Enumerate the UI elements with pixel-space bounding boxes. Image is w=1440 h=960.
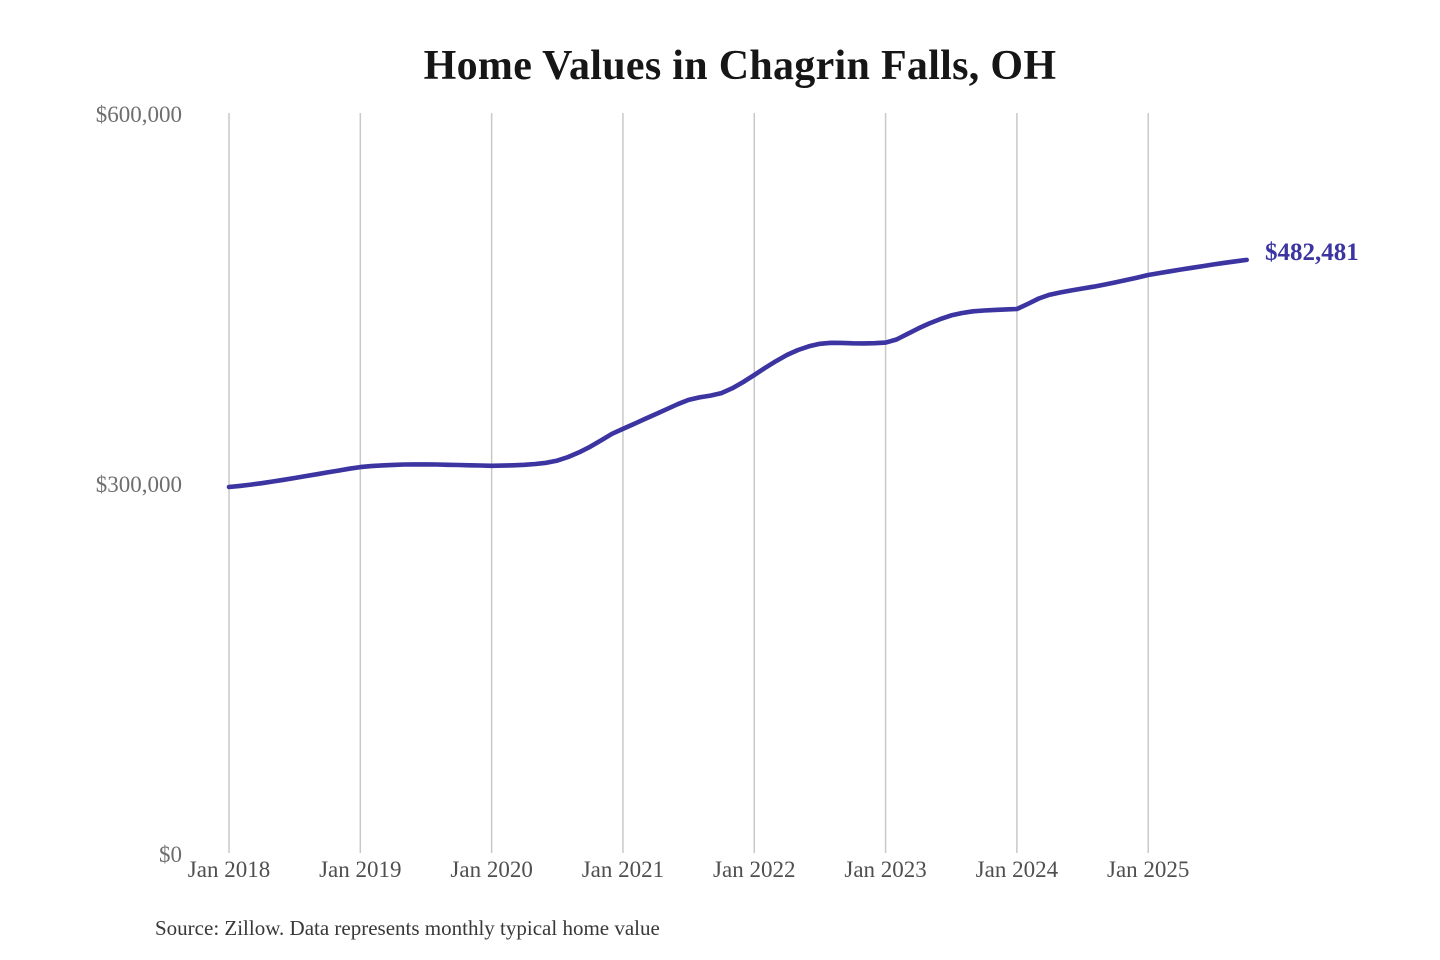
x-axis-tick-label: Jan 2023 — [844, 857, 927, 882]
home-value-line — [226, 257, 1249, 490]
chart-title: Home Values in Chagrin Falls, OH — [423, 43, 1057, 89]
x-axis-tick-label: Jan 2020 — [450, 857, 533, 882]
x-axis-tick-label: Jan 2022 — [713, 857, 796, 882]
x-axis-tick-label: Jan 2025 — [1106, 857, 1190, 882]
x-axis-tick-label: Jan 2018 — [187, 857, 271, 882]
y-axis-tick-label-600k: $600,000 — [95, 102, 182, 127]
x-axis-tick-label: Jan 2019 — [319, 857, 402, 882]
x-axis-tick-label: Jan 2024 — [975, 857, 1059, 882]
x-axis-tick-label: Jan 2021 — [581, 857, 665, 882]
y-axis-tick-label-0: $0 — [159, 842, 182, 867]
y-axis-tick-label-300k: $300,000 — [95, 472, 182, 497]
latest-value-label: $482,481 — [1265, 239, 1359, 266]
source-note: Source: Zillow. Data represents monthly … — [155, 916, 660, 940]
